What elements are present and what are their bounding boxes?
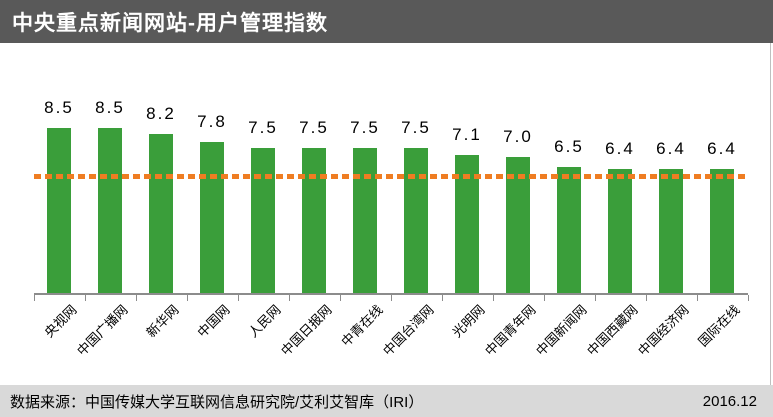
bar-value-label: 8.5 xyxy=(44,98,74,118)
bar xyxy=(251,147,275,293)
chart-right-border xyxy=(769,43,771,385)
x-axis-label: 中国网 xyxy=(194,302,233,341)
bar-value-label: 6.4 xyxy=(605,138,635,158)
axis-tick xyxy=(594,295,596,301)
x-axis-label: 人民网 xyxy=(245,302,284,341)
bar xyxy=(47,128,71,293)
title-bar: 中央重点新闻网站-用户管理指数 xyxy=(0,0,773,43)
bar-value-label: 7.1 xyxy=(452,125,482,145)
axis-tick xyxy=(492,295,494,301)
x-axis-label: 光明网 xyxy=(449,302,488,341)
data-source-label: 数据来源：中国传媒大学互联网信息研究院/艾利艾智库（IRI） xyxy=(10,393,424,411)
bar-chart: 8.5 央视网 8.5 中国广播网 8.2 新华网 7.8 中国网 7.5 人民网 7.5 中国日报网… xyxy=(0,43,773,385)
bar xyxy=(608,168,632,293)
axis-tick xyxy=(339,295,341,301)
x-axis-label: 中国经济网 xyxy=(635,302,692,359)
x-axis-label: 中国日报网 xyxy=(278,302,335,359)
x-axis-label: 中国青年网 xyxy=(482,302,539,359)
x-axis-label: 中青在线 xyxy=(338,302,386,350)
axis-tick xyxy=(186,295,188,301)
bar-value-label: 7.5 xyxy=(299,117,329,137)
axis-tick xyxy=(288,295,290,301)
axis-tick xyxy=(747,295,749,301)
bar-value-label: 7.5 xyxy=(248,117,278,137)
axis-tick xyxy=(237,295,239,301)
x-axis-label: 中国西藏网 xyxy=(584,302,641,359)
bar xyxy=(659,168,683,293)
axis-tick xyxy=(645,295,647,301)
bar xyxy=(149,133,173,293)
axis-tick xyxy=(543,295,545,301)
bar xyxy=(506,157,530,293)
bar-value-label: 7.8 xyxy=(197,111,227,131)
bar xyxy=(200,141,224,293)
page-title: 中央重点新闻网站-用户管理指数 xyxy=(12,11,328,35)
bar xyxy=(455,155,479,293)
axis-tick xyxy=(441,295,443,301)
axis-tick xyxy=(696,295,698,301)
bar-value-label: 6.4 xyxy=(707,138,737,158)
bar-value-label: 8.5 xyxy=(95,98,125,118)
x-axis-label: 中国新闻网 xyxy=(533,302,590,359)
axis-tick xyxy=(84,295,86,301)
x-axis-label: 中国台湾网 xyxy=(380,302,437,359)
axis-tick xyxy=(33,295,35,301)
x-axis-line xyxy=(33,293,748,295)
x-axis-label: 国际在线 xyxy=(695,302,743,350)
bar xyxy=(353,147,377,293)
bar-value-label: 7.5 xyxy=(350,117,380,137)
date-label: 2016.12 xyxy=(702,392,757,410)
x-axis-label: 中国广播网 xyxy=(74,302,131,359)
bar xyxy=(302,147,326,293)
bar-value-label: 7.5 xyxy=(401,117,431,137)
footer-bar: 数据来源：中国传媒大学互联网信息研究院/艾利艾智库（IRI） 2016.12 xyxy=(0,385,773,417)
bar xyxy=(404,147,428,293)
bar xyxy=(557,166,581,293)
x-axis-label: 新华网 xyxy=(143,302,182,341)
bar xyxy=(98,128,122,293)
reference-line xyxy=(33,174,748,180)
axis-tick xyxy=(390,295,392,301)
bar-value-label: 7.0 xyxy=(503,127,533,147)
bar-value-label: 8.2 xyxy=(146,103,176,123)
bar-value-label: 6.5 xyxy=(554,136,584,156)
bar-value-label: 6.4 xyxy=(656,138,686,158)
bar xyxy=(710,168,734,293)
axis-tick xyxy=(135,295,137,301)
